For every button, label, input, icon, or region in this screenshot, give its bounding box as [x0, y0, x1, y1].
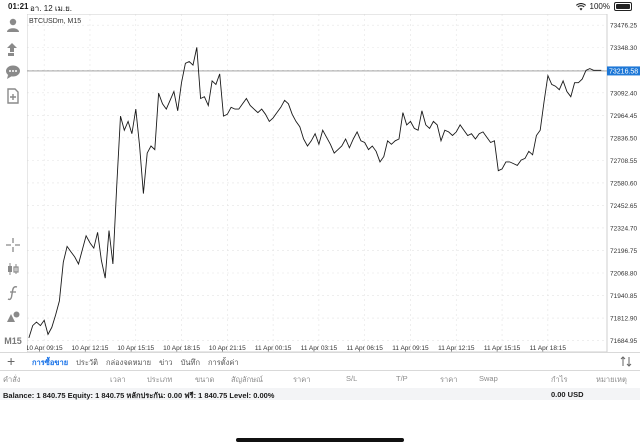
- tab-history[interactable]: ประวัติ: [76, 358, 99, 367]
- wifi-icon: [575, 2, 586, 10]
- column-type: ประเภท: [147, 375, 173, 384]
- column-comment: หมายเหตุ: [596, 375, 627, 384]
- time-tick-label: 10 Apr 12:15: [72, 345, 109, 352]
- time-tick-label: 11 Apr 03:15: [301, 345, 338, 352]
- price-tick-label: 72196.75: [610, 248, 637, 255]
- time-tick-label: 10 Apr 18:15: [163, 345, 200, 352]
- tab-journal[interactable]: บันทึก: [180, 358, 201, 367]
- symbol-label: BTCUSDm, M15: [29, 18, 81, 25]
- price-tick-label: 72708.55: [610, 158, 637, 165]
- column-price: ราคา: [293, 375, 311, 384]
- time-tick-label: 11 Apr 18:15: [530, 345, 567, 352]
- status-date: อา. 12 เม.ย.: [30, 4, 73, 13]
- price-series-line: [28, 47, 602, 339]
- column-symbol: สัญลักษณ์: [231, 375, 264, 384]
- tab-settings[interactable]: การตั้งค่า: [208, 358, 239, 367]
- balance-total: 0.00 USD: [551, 390, 584, 399]
- price-tick-label: 72964.45: [610, 113, 637, 120]
- time-tick-label: 10 Apr 09:15: [27, 345, 63, 352]
- positions-table-header: คำสั่ง เวลา ประเภท ขนาด สัญลักษณ์ ราคา S…: [0, 374, 640, 386]
- time-tick-label: 11 Apr 12:15: [438, 345, 475, 352]
- price-tick-label: 72836.50: [610, 135, 637, 142]
- column-current-price: ราคา: [440, 375, 458, 384]
- price-tick-label: 72452.65: [610, 203, 637, 210]
- price-tick-label: 72580.60: [610, 180, 637, 187]
- current-price-tag: [607, 66, 640, 76]
- time-tick-label: 11 Apr 06:15: [347, 345, 384, 352]
- terminal-tabs: การซื้อขาย ประวัติ กล่องจดหมาย ข่าว บันท…: [32, 357, 239, 369]
- time-tick-label: 10 Apr 21:15: [209, 345, 246, 352]
- objects-icon[interactable]: [4, 308, 22, 326]
- column-swap: Swap: [479, 374, 498, 383]
- column-sl: S/L: [346, 374, 358, 383]
- price-tick-label: 73348.30: [610, 45, 637, 52]
- crosshair-icon[interactable]: [4, 236, 22, 254]
- battery-percent: 100%: [589, 2, 610, 11]
- column-tp: T/P: [396, 374, 408, 383]
- price-tick-label: 73092.40: [610, 90, 637, 97]
- terminal-tab-bar: + การซื้อขาย ประวัติ กล่องจดหมาย ข่าว บั…: [0, 353, 640, 370]
- tab-mailbox[interactable]: กล่องจดหมาย: [106, 358, 152, 367]
- status-time: 01:21: [8, 2, 29, 11]
- price-tick-label: 71684.95: [610, 338, 637, 345]
- sort-icon[interactable]: [620, 356, 632, 367]
- time-tick-label: 10 Apr 15:15: [117, 345, 154, 352]
- price-tick-label: 71940.85: [610, 293, 637, 300]
- column-profit: กำไร: [551, 375, 568, 384]
- price-tick-label: 72324.70: [610, 225, 637, 232]
- tab-trade[interactable]: การซื้อขาย: [32, 358, 69, 367]
- home-indicator: [236, 438, 404, 442]
- status-indicators: 100%: [575, 2, 632, 11]
- balance-row: Balance: 1 840.75 Equity: 1 840.75 หลักป…: [0, 388, 640, 400]
- chart-toolbar: M15: [0, 14, 27, 346]
- price-tick-label: 72068.80: [610, 270, 637, 277]
- column-order: คำสั่ง: [3, 375, 21, 384]
- status-bar: 01:21 อา. 12 เม.ย. 100%: [0, 0, 640, 14]
- add-icon[interactable]: +: [7, 353, 16, 369]
- tabs-divider: [0, 370, 640, 371]
- time-tick-label: 11 Apr 15:15: [484, 345, 521, 352]
- time-axis: 10 Apr 09:15 10 Apr 12:15 10 Apr 15:15 10 A…: [27, 345, 566, 352]
- price-tick-label: 73476.25: [610, 23, 637, 30]
- tab-news[interactable]: ข่าว: [159, 358, 173, 367]
- column-volume: ขนาด: [195, 375, 215, 384]
- new-order-icon[interactable]: [4, 87, 22, 105]
- battery-icon: [614, 2, 632, 11]
- balance-summary: Balance: 1 840.75 Equity: 1 840.75 หลักป…: [3, 391, 275, 400]
- timeframe-button[interactable]: M15: [4, 336, 22, 346]
- chat-icon[interactable]: [4, 63, 22, 81]
- time-tick-label: 11 Apr 00:15: [255, 345, 292, 352]
- price-chart[interactable]: BTCUSDm, M15 73476.2573348.3073220.35730…: [27, 14, 640, 352]
- current-price-label: 73216.58: [609, 68, 638, 75]
- account-icon[interactable]: [4, 16, 22, 34]
- indicator-icon[interactable]: [4, 284, 22, 302]
- chart-divider: [0, 352, 640, 353]
- candles-icon[interactable]: [4, 260, 22, 278]
- trade-icon[interactable]: [4, 40, 22, 58]
- column-time: เวลา: [110, 375, 126, 384]
- price-tick-label: 71812.90: [610, 316, 637, 323]
- price-axis: 73476.2573348.3073220.3573092.4072964.45…: [610, 23, 637, 345]
- time-tick-label: 11 Apr 09:15: [392, 345, 429, 352]
